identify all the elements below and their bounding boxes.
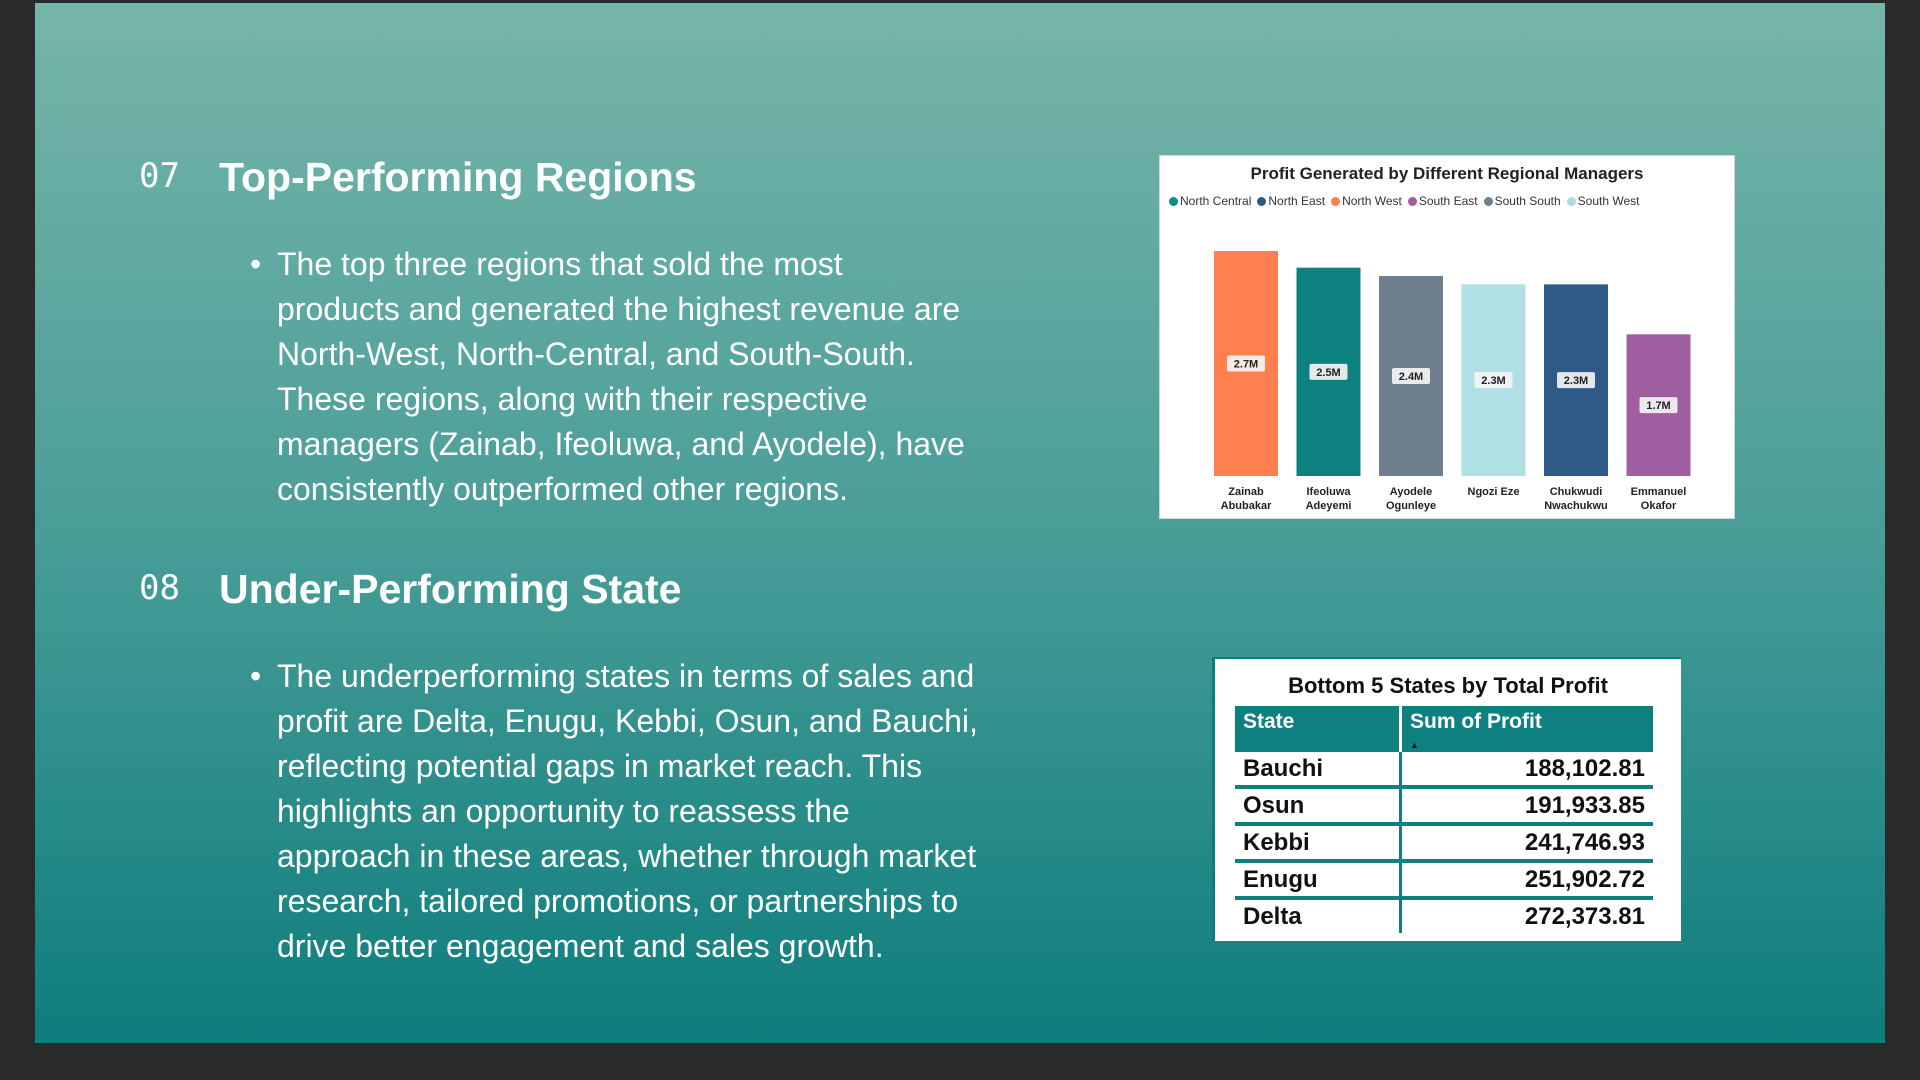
table-card: Bottom 5 States by Total Profit State Su… (1212, 657, 1681, 941)
legend-label: North East (1268, 194, 1326, 208)
legend-item[interactable]: South South (1483, 194, 1561, 208)
text-line: consistently outperformed other regions. (277, 471, 848, 507)
text-line: highlights an opportunity to reassess th… (277, 793, 850, 829)
x-tick-label: Zainab (1228, 486, 1264, 498)
x-tick-label: Abubakar (1221, 500, 1272, 512)
x-tick-label: Ogunleye (1386, 500, 1436, 512)
data-label: 2.3M (1564, 375, 1588, 387)
text-line: products and generated the highest reven… (277, 291, 961, 327)
bar-chart-card: 2.7M Zainab Abubakar 2.5M Ifeoluwa Adeyemi 2.4… (1159, 155, 1735, 519)
section-number: 07 (139, 156, 180, 196)
profit-cell: 241,746.93 (1399, 824, 1653, 863)
bullet-glyph: • (250, 246, 262, 282)
bullet-paragraph: • The top three regions that sold the mo… (250, 242, 965, 512)
x-tick-label: Ifeoluwa (1306, 486, 1351, 498)
data-label-background (1474, 372, 1513, 389)
column-header-state[interactable]: State (1235, 706, 1401, 752)
chart-title: Profit Generated by Different Regional M… (1250, 164, 1644, 183)
bullet-glyph: • (250, 658, 262, 694)
bullet-paragraph: • The underperforming states in terms of… (250, 654, 978, 969)
text-line: The underperforming states in terms of s… (277, 658, 975, 694)
legend-label: South South (1494, 194, 1561, 208)
x-tick-label: Chukwudi (1550, 486, 1603, 498)
text-line: managers (Zainab, Ifeoluwa, and Ayodele)… (277, 426, 965, 462)
text-line: approach in these areas, whether through… (277, 838, 977, 874)
profit-cell: 191,933.85 (1399, 787, 1653, 826)
state-cell: Kebbi (1235, 824, 1401, 863)
section-title: Under-Performing State (219, 566, 682, 612)
state-cell: Enugu (1235, 861, 1401, 900)
legend-label: South West (1577, 194, 1640, 208)
text-line: These regions, along with their respecti… (277, 381, 868, 417)
legend-swatch (1407, 196, 1417, 206)
table-row[interactable]: Kebbi 241,746.93 (1235, 824, 1653, 863)
table-title: Bottom 5 States by Total Profit (1288, 673, 1608, 698)
column-header-profit[interactable]: Sum of Profit ▲ (1399, 706, 1653, 752)
data-label: 2.5M (1316, 367, 1340, 379)
state-cell: Delta (1243, 902, 1302, 930)
legend-swatch (1331, 196, 1341, 206)
data-label: 2.7M (1234, 359, 1258, 371)
legend-item[interactable]: North East (1257, 194, 1325, 208)
legend-label: North Central (1180, 194, 1252, 208)
bar-chart: 2.7M Zainab Abubakar 2.5M Ifeoluwa Adeyemi 2.4… (1214, 251, 1691, 512)
state-cell: Bauchi (1235, 752, 1401, 789)
text-line: The top three regions that sold the most (277, 246, 843, 282)
text-line: North-West, North-Central, and South-Sou… (277, 336, 915, 372)
legend-item[interactable]: North West (1331, 194, 1402, 208)
bottom-states-table: State Sum of Profit ▲ Bauchi 188,102.81 Osu… (1235, 706, 1653, 933)
data-label: 2.4M (1399, 371, 1423, 383)
legend-item[interactable]: South West (1566, 194, 1640, 208)
text-line: reflecting potential gaps in market reac… (277, 748, 923, 784)
legend-label: North West (1342, 194, 1402, 208)
profit-cell: 272,373.81 (1399, 898, 1653, 933)
data-label-background (1557, 372, 1595, 389)
x-tick-label: Emmanuel (1631, 486, 1687, 498)
legend-swatch (1257, 196, 1267, 206)
x-tick-label: Ayodele (1390, 486, 1432, 498)
x-tick-label: Nwachukwu (1544, 500, 1608, 512)
table-row[interactable]: Delta 272,373.81 (1235, 898, 1653, 933)
data-label: 1.7M (1646, 400, 1670, 412)
profit-cell: 251,902.72 (1399, 861, 1653, 900)
data-label-background (1309, 363, 1348, 380)
legend-item[interactable]: North Central (1169, 194, 1251, 208)
data-label-background (1392, 368, 1430, 384)
section-number: 08 (139, 568, 180, 608)
text-line: drive better engagement and sales growth… (277, 928, 884, 964)
sort-ascending-icon[interactable]: ▲ (1410, 740, 1419, 750)
table-row[interactable]: Osun 191,933.85 (1235, 787, 1653, 826)
table-header-row: State Sum of Profit ▲ (1235, 706, 1653, 752)
legend-label: South East (1418, 194, 1478, 208)
data-label-background (1639, 397, 1678, 414)
x-tick-label: Adeyemi (1306, 500, 1352, 512)
data-label-background (1227, 355, 1265, 372)
presentation-slide: 07 Top-Performing Regions • The top thre… (35, 3, 1885, 1043)
legend-swatch (1566, 196, 1576, 206)
legend-item[interactable]: South East (1407, 194, 1478, 208)
text-line: profit are Delta, Enugu, Kebbi, Osun, an… (277, 703, 978, 739)
legend-swatch (1483, 196, 1493, 206)
text-line: research, tailored promotions, or partne… (277, 883, 959, 919)
x-tick-label: Okafor (1641, 500, 1677, 512)
profit-cell: 188,102.81 (1399, 752, 1653, 789)
table-row[interactable]: Bauchi 188,102.81 (1235, 752, 1653, 789)
x-tick-label: Ngozi Eze (1468, 486, 1520, 498)
legend-swatch (1169, 196, 1178, 206)
chart-legend: North Central North East North West South E… (1169, 194, 1729, 208)
table-row[interactable]: Enugu 251,902.72 (1235, 861, 1653, 900)
section-title: Top-Performing Regions (219, 154, 697, 200)
data-label: 2.3M (1481, 375, 1505, 387)
state-cell: Osun (1235, 787, 1401, 826)
